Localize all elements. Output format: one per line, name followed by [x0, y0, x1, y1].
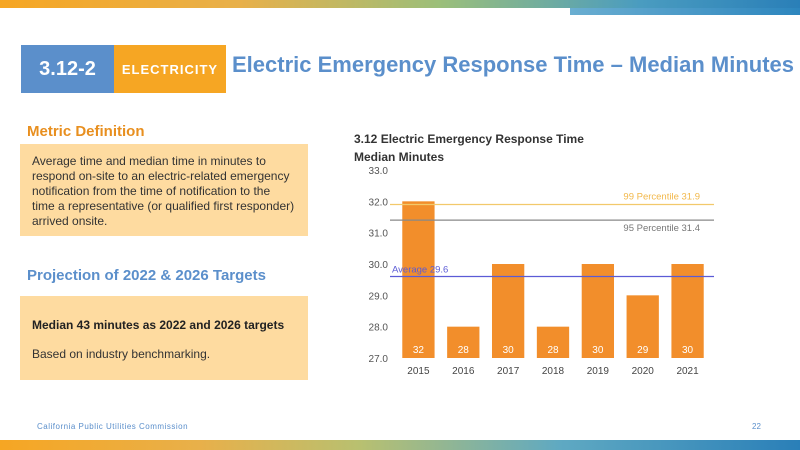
y-tick-label: 29.0: [369, 291, 389, 302]
top-accent-bar-secondary: [570, 8, 800, 15]
chart-subtitle: Median Minutes: [354, 150, 445, 164]
top-accent-bar: [0, 0, 800, 8]
y-tick-label: 28.0: [369, 323, 389, 334]
x-tick-label: 2016: [452, 366, 475, 377]
x-tick-label: 2019: [587, 366, 610, 377]
page-title: Electric Emergency Response Time – Media…: [232, 52, 795, 77]
x-tick-label: 2017: [497, 366, 520, 377]
reference-line-label: Average 29.6: [392, 265, 448, 276]
projection-target-text: Median 43 minutes as 2022 and 2026 targe…: [32, 318, 285, 332]
bar-value-label: 30: [592, 345, 604, 356]
bar-2016: [447, 326, 480, 358]
reference-line-label: 99 Percentile 31.9: [623, 191, 700, 202]
bar-2017: [491, 264, 525, 358]
x-tick-label: 2021: [676, 366, 699, 377]
bar-value-label: 28: [458, 345, 470, 356]
y-tick-label: 32.0: [369, 197, 389, 208]
x-tick-label: 2020: [632, 366, 655, 377]
y-tick-label: 30.0: [369, 260, 389, 271]
x-tick-label: 2018: [542, 366, 565, 377]
chart-title-block: 3.12 Electric Emergency Response Time Me…: [354, 130, 584, 166]
metric-definition-box: Average time and median time in minutes …: [20, 144, 308, 236]
y-tick-label: 33.0: [369, 166, 389, 177]
bar-value-label: 30: [682, 345, 694, 356]
chart-title: 3.12 Electric Emergency Response Time: [354, 132, 584, 146]
metric-definition-text: Average time and median time in minutes …: [32, 154, 295, 228]
metric-definition-heading: Metric Definition: [27, 123, 145, 140]
x-tick-label: 2015: [407, 366, 430, 377]
y-tick-label: 27.0: [369, 354, 389, 365]
bar-value-label: 28: [547, 345, 559, 356]
projection-box: Median 43 minutes as 2022 and 2026 targe…: [20, 296, 308, 380]
bar-2018: [536, 326, 570, 358]
bar-2015: [402, 201, 435, 358]
bar-value-label: 29: [637, 345, 649, 356]
projection-heading: Projection of 2022 & 2026 Targets: [27, 267, 266, 284]
footer-organization: California Public Utilities Commission: [37, 422, 189, 431]
bar-chart: 27.0 28.0 29.0 30.0 31.0 32.0 33.0 32 2015 28 2016…: [369, 166, 714, 377]
bar-2020: [626, 295, 659, 358]
bar-value-label: 30: [503, 345, 515, 356]
bottom-accent-bar: [0, 440, 800, 450]
category-badge: ELECTRICITY: [114, 45, 226, 93]
section-number-badge: 3.12-2: [21, 45, 114, 93]
projection-basis-text: Based on industry benchmarking.: [32, 347, 211, 361]
bar-value-label: 32: [413, 345, 425, 356]
reference-line-label: 95 Percentile 31.4: [623, 223, 700, 234]
bar-2019: [581, 264, 615, 358]
page-number: 22: [752, 422, 761, 431]
bar-2021: [671, 264, 704, 358]
y-tick-label: 31.0: [369, 229, 389, 240]
